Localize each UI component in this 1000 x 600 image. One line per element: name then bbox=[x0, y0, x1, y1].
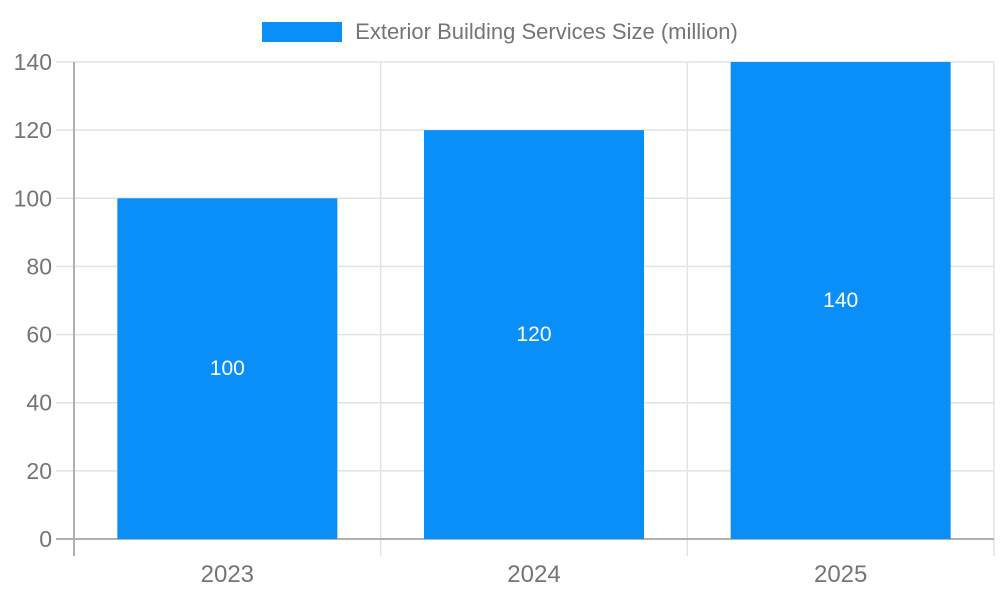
x-axis-label: 2023 bbox=[201, 561, 254, 588]
legend-swatch-icon[interactable] bbox=[262, 22, 343, 42]
bar[interactable] bbox=[730, 62, 951, 539]
x-axis-label: 2024 bbox=[507, 561, 560, 588]
bar-value-label: 100 bbox=[210, 357, 245, 380]
bar[interactable] bbox=[117, 198, 338, 540]
y-axis-label: 100 bbox=[14, 185, 52, 211]
legend[interactable]: Exterior Building Services Size (million… bbox=[0, 18, 1000, 46]
bar[interactable] bbox=[424, 130, 644, 539]
x-axis-label: 2025 bbox=[814, 561, 867, 588]
y-axis-label: 0 bbox=[39, 526, 52, 552]
y-axis-label: 140 bbox=[14, 49, 52, 75]
legend-label[interactable]: Exterior Building Services Size (million… bbox=[355, 19, 738, 44]
y-axis-label: 80 bbox=[26, 253, 52, 279]
y-axis-label: 40 bbox=[26, 390, 52, 416]
y-axis-label: 20 bbox=[26, 458, 52, 484]
bar-value-label: 120 bbox=[516, 323, 551, 346]
bar-value-label: 140 bbox=[823, 289, 858, 312]
y-axis-label: 60 bbox=[26, 322, 52, 348]
y-axis-label: 120 bbox=[14, 117, 52, 143]
